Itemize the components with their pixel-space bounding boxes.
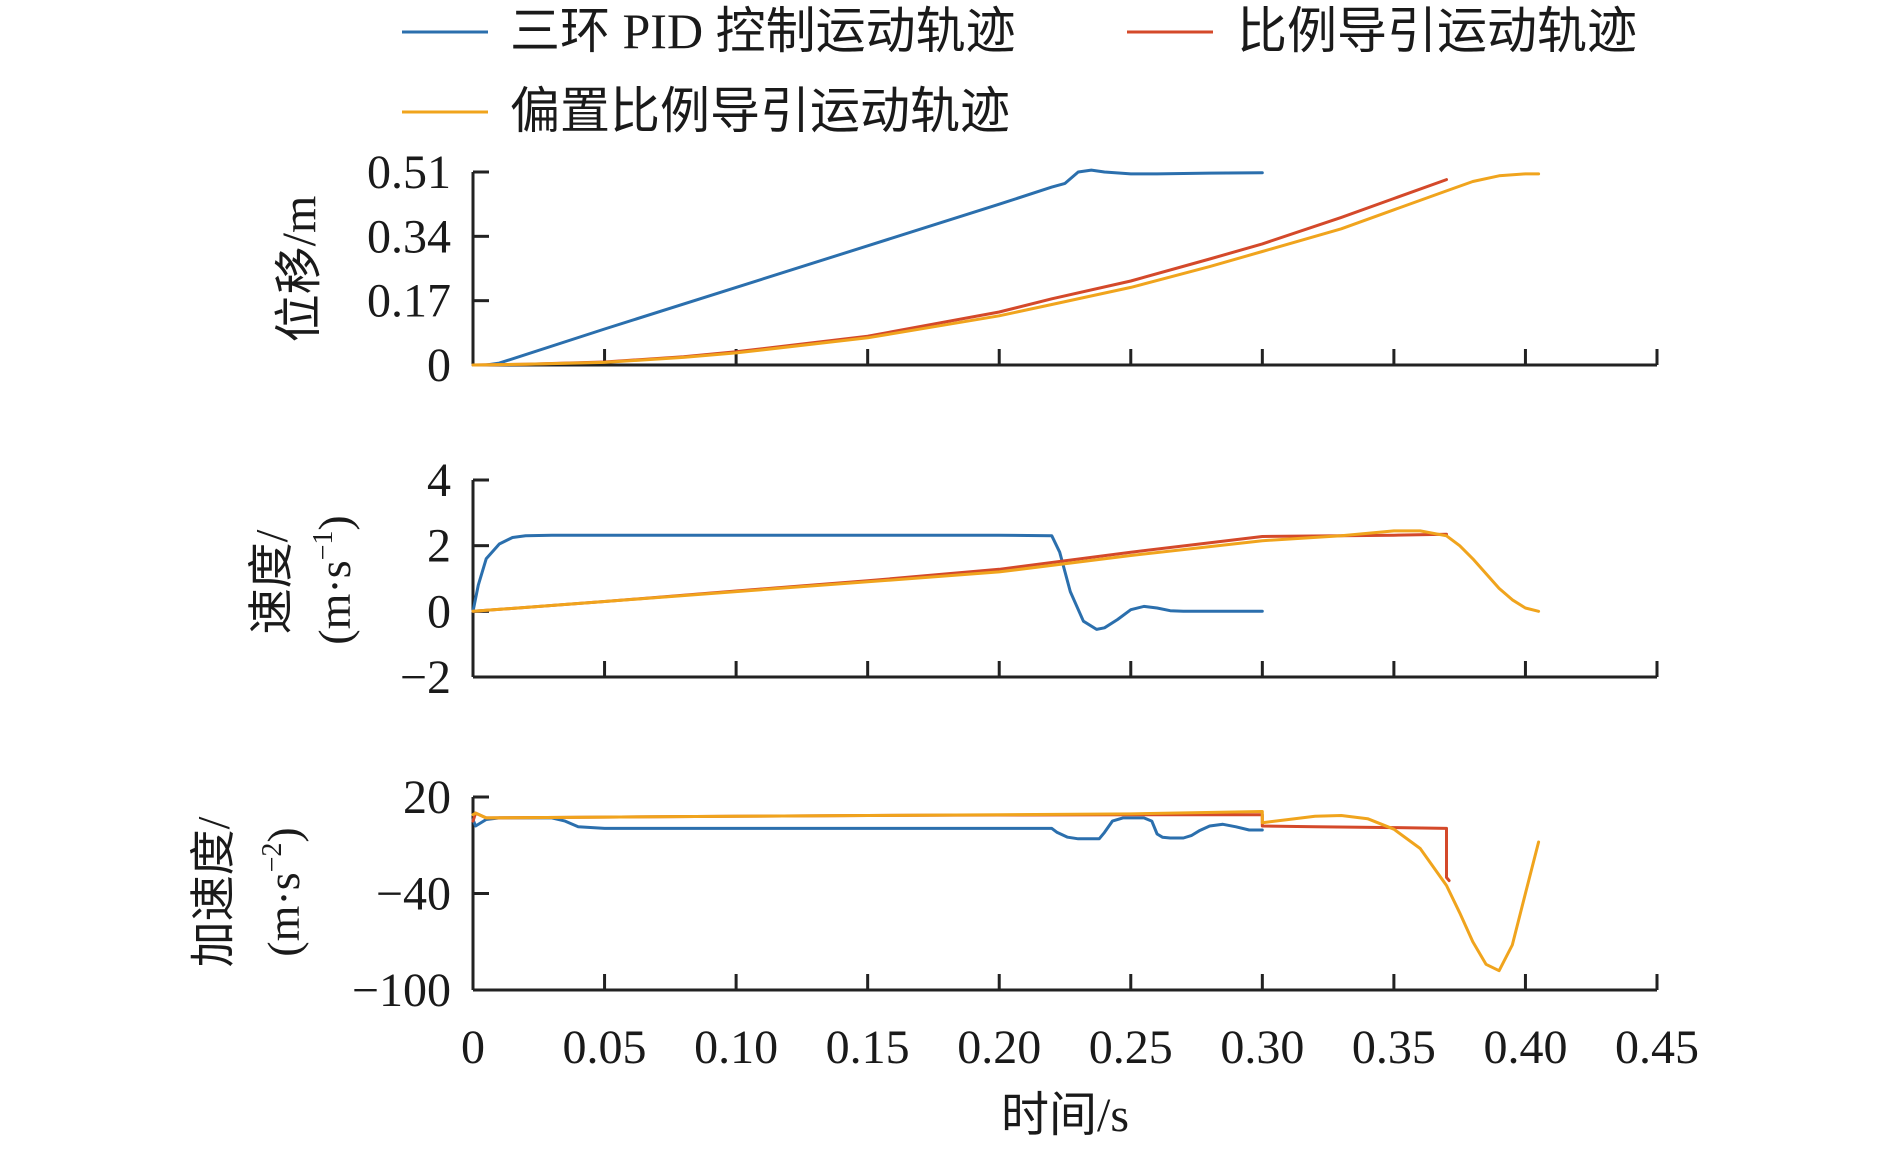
acceleration-series-line-2 — [471, 810, 1541, 973]
acceleration-axes — [471, 795, 1659, 992]
velocity-y-axis-label-quantity: 速度/ — [246, 529, 297, 634]
velocity-series-line-2 — [471, 529, 1541, 613]
velocity-y-axis-label-unit: (m·s−1) — [308, 515, 360, 644]
displacement-panel: 0 0.17 0.34 0.51 位移/m — [273, 146, 1659, 392]
acceleration-y-axis-label: 加速度/ (m·s−2) — [188, 816, 309, 967]
velocity-axes — [471, 478, 1659, 679]
velocity-unit-base: (m·s — [309, 560, 360, 644]
legend-label-biased: 偏置比例导引运动轨迹 — [510, 83, 1010, 139]
velocity-y-tick-label: −2 — [400, 651, 451, 704]
acceleration-unit-close: ) — [258, 827, 309, 842]
displacement-series-line-2 — [471, 172, 1541, 367]
acceleration-x-tick-label: 0.20 — [957, 1021, 1041, 1074]
displacement-y-tick-label: 0.17 — [367, 275, 451, 328]
displacement-axes — [471, 170, 1659, 367]
acceleration-xtick-labels: 0 0.05 0.10 0.15 0.20 0.25 0.30 0.35 0.40 0.45 — [461, 1021, 1699, 1074]
legend-label-pid: 三环 PID 控制运动轨迹 — [510, 3, 1016, 59]
velocity-panel: −2 0 2 4 速度/ (m·s−1) — [246, 454, 1659, 704]
velocity-series-line-0 — [471, 533, 1264, 631]
velocity-ytick-labels: −2 0 2 4 — [400, 454, 451, 704]
displacement-y-tick-label: 0 — [427, 339, 451, 392]
legend-item-biased: 偏置比例导引运动轨迹 — [402, 83, 1010, 139]
velocity-y-axis-label: 速度/ (m·s−1) — [246, 515, 360, 644]
acceleration-series — [471, 810, 1541, 973]
velocity-y-tick-label: 4 — [427, 454, 451, 507]
acceleration-x-tick-label: 0 — [461, 1021, 485, 1074]
legend-item-proportional: 比例导引运动轨迹 — [1127, 3, 1637, 59]
acceleration-y-axis-label-unit: (m·s−2) — [257, 827, 309, 956]
velocity-unit-exponent: −1 — [308, 531, 339, 561]
legend-item-pid: 三环 PID 控制运动轨迹 — [402, 3, 1016, 59]
acceleration-x-tick-label: 0.35 — [1352, 1021, 1436, 1074]
acceleration-unit-base: (m·s — [258, 872, 309, 956]
acceleration-x-tick-label: 0.25 — [1089, 1021, 1173, 1074]
acceleration-x-tick-label: 0.10 — [694, 1021, 778, 1074]
acceleration-x-tick-label: 0.45 — [1615, 1021, 1699, 1074]
acceleration-y-tick-label: −40 — [376, 868, 451, 921]
velocity-unit-close: ) — [309, 515, 360, 530]
legend-label-proportional: 比例导引运动轨迹 — [1237, 3, 1637, 59]
acceleration-y-axis-label-quantity: 加速度/ — [188, 816, 239, 967]
velocity-y-tick-label: 2 — [427, 520, 451, 573]
acceleration-series-line-0 — [471, 816, 1264, 841]
displacement-series-line-0 — [471, 168, 1264, 367]
acceleration-y-tick-label: 20 — [403, 771, 451, 824]
displacement-y-tick-label: 0.34 — [367, 210, 451, 263]
displacement-y-axis-label: 位移/m — [273, 196, 326, 343]
legend: 三环 PID 控制运动轨迹 比例导引运动轨迹 偏置比例导引运动轨迹 — [402, 3, 1637, 139]
acceleration-unit-exponent: −2 — [257, 843, 288, 873]
displacement-y-tick-label: 0.51 — [367, 146, 451, 199]
acceleration-x-tick-label: 0.30 — [1220, 1021, 1304, 1074]
displacement-ytick-labels: 0 0.17 0.34 0.51 — [367, 146, 451, 392]
acceleration-x-tick-label: 0.15 — [826, 1021, 910, 1074]
acceleration-ytick-labels: −100 −40 20 — [352, 771, 451, 1017]
velocity-y-tick-label: 0 — [427, 585, 451, 638]
acceleration-y-tick-label: −100 — [352, 964, 451, 1017]
acceleration-x-tick-label: 0.40 — [1483, 1021, 1567, 1074]
displacement-series — [471, 168, 1541, 367]
velocity-series — [471, 529, 1541, 631]
acceleration-x-tick-label: 0.05 — [563, 1021, 647, 1074]
x-axis-label: 时间/s — [1001, 1089, 1129, 1142]
